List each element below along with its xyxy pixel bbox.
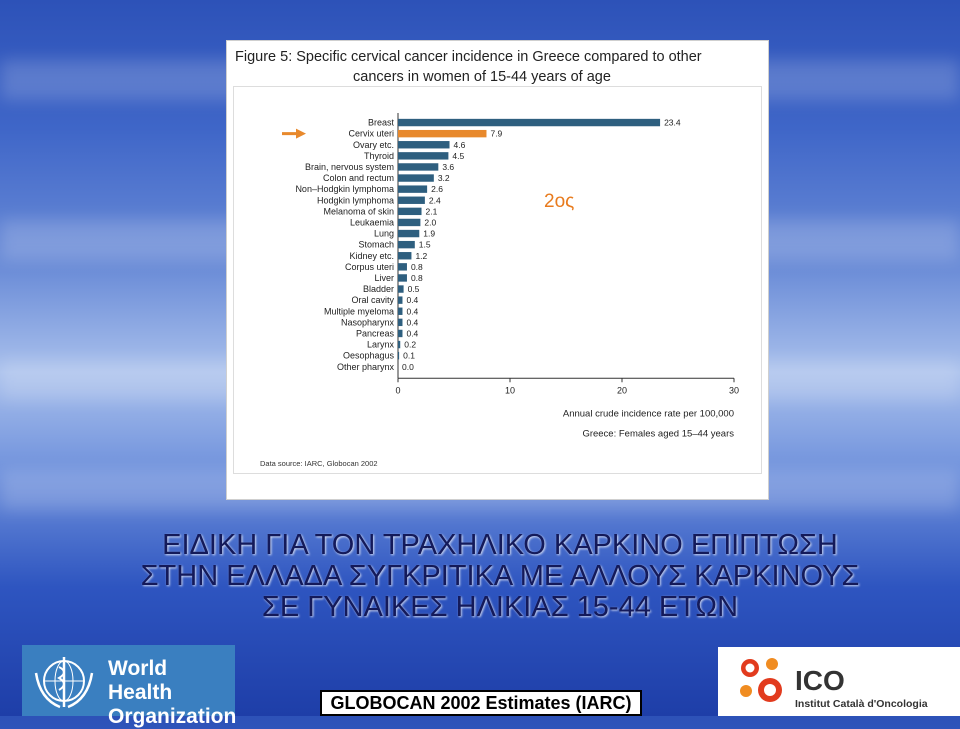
data-label-nasopharynx: 0.4 [406,317,418,327]
category-label-bladder: Bladder [363,284,394,294]
data-label-cervix-uteri: 7.9 [490,129,502,139]
data-label-oesophagus: 0.1 [403,351,415,361]
bar-multiple-myeloma [398,307,403,315]
data-label-stomach: 1.5 [419,240,431,250]
bar-lung [398,229,420,238]
category-label-colon-and-rectum: Colon and rectum [323,173,394,183]
data-label-larynx: 0.2 [404,340,416,350]
data-label-pancreas: 0.4 [406,328,418,338]
figure-title-line2: cancers in women of 15-44 years of age [353,69,611,85]
x-tick-label-0: 0 [395,385,400,395]
bar-ovary-etc [398,141,450,149]
category-label-stomach: Stomach [358,240,394,250]
ico-mark-icon [740,658,782,702]
ico-logo: ICO Institut Català d'Oncologia [718,647,960,716]
category-label-brain-nervous-system: Brain, nervous system [305,162,394,172]
data-label-ovary-etc: 4.6 [454,140,466,150]
category-label-melanoma-of-skin: Melanoma of skin [323,206,394,216]
chart-frame: Breast 23.4 Cervix uteri 7.9 Ovary etc. 4.6 Th… [233,86,762,474]
category-label-hodgkin-lymphoma: Hodgkin lymphoma [317,195,394,205]
globocan-label: GLOBOCAN 2002 Estimates (IARC) [320,690,642,716]
bar-melanoma-of-skin [398,207,422,216]
slide-title-line1: ΕΙΔΙΚΗ ΓΙΑ ΤΟΝ ΤΡΑΧΗΛΙΚΟ ΚΑΡΚΙΝΟ ΕΠΙΠΤΩΣ… [162,529,838,561]
category-label-corpus-uteri: Corpus uteri [345,262,394,272]
data-label-brain-nervous-system: 3.6 [442,162,454,172]
who-name: World Health Organization [108,657,236,729]
bar-breast [398,118,661,127]
data-label-hodgkin-lymphoma: 2.4 [429,195,441,205]
data-label-leukaemia: 2.0 [424,217,436,227]
data-label-kidney-etc: 1.2 [415,251,427,261]
who-name-line1: World Health [108,657,173,704]
data-label-thyroid: 4.5 [452,151,464,161]
category-label-multiple-myeloma: Multiple myeloma [324,306,394,316]
figure-panel: Figure 5: Specific cervical cancer incid… [226,40,769,500]
data-label-breast: 23.4 [664,118,681,128]
data-source: Data source: IARC, Globocan 2002 [260,459,378,468]
bar-chart: Breast 23.4 Cervix uteri 7.9 Ovary etc. 4.6 Th… [282,113,739,439]
data-label-melanoma-of-skin: 2.1 [426,206,438,216]
x-tick-label-20: 20 [617,385,627,395]
category-label-oesophagus: Oesophagus [343,351,395,361]
category-label-nasopharynx: Nasopharynx [341,317,395,327]
x-tick-label-30: 30 [729,385,739,395]
bar-oral-cavity [398,296,403,304]
who-logo: World Health Organization [22,645,236,728]
category-label-lung: Lung [374,229,394,239]
slide-title-line3: ΣΕ ΓΥΝΑΙΚΕΣ ΗΛΙΚΙΑΣ 15-44 ΕΤΩΝ [261,591,739,623]
data-label-oral-cavity: 0.4 [406,295,418,305]
category-label-pancreas: Pancreas [356,328,395,338]
bar-kidney-etc [398,252,412,260]
bar-stomach [398,240,415,249]
x-axis-title: Annual crude incidence rate per 100,000 [563,408,734,419]
ico-name: ICO [795,665,845,696]
bar-brain-nervous-system [398,163,439,171]
bar-oesophagus [398,351,400,360]
bar-nasopharynx [398,318,403,327]
slide-title-line2: ΣΤΗΝ ΕΛΛΑΔΑ ΣΥΓΚΡΙΤΙΚΑ ΜΕ ΑΛΛΟΥΣ ΚΑΡΚΙΝΟ… [140,560,860,592]
data-label-colon-and-rectum: 3.2 [438,173,450,183]
figure-title-line1: Figure 5: Specific cervical cancer incid… [235,49,702,65]
bar-hodgkin-lymphoma [398,196,425,204]
bar-cervix-uteri [398,129,487,138]
category-label-thyroid: Thyroid [364,151,394,161]
data-label-multiple-myeloma: 0.4 [406,306,418,316]
data-label-corpus-uteri: 0.8 [411,262,423,272]
rank-annotation: 2ος [544,191,575,212]
slide-title: ΕΙΔΙΚΗ ΓΙΑ ΤΟΝ ΤΡΑΧΗΛΙΚΟ ΚΑΡΚΙΝΟ ΕΠΙΠΤΩΣ… [90,530,910,623]
category-label-ovary-etc: Ovary etc. [353,140,394,150]
bar-thyroid [398,152,449,160]
category-label-oral-cavity: Oral cavity [351,295,394,305]
bar-colon-and-rectum [398,174,434,182]
category-label-other-pharynx: Other pharynx [337,362,395,372]
bar-bladder [398,285,404,293]
bar-liver [398,274,407,282]
ico-subtitle: Institut Català d'Oncologia [795,698,928,710]
x-tick-label-10: 10 [505,385,515,395]
who-name-line2: Organization [108,705,237,728]
highlight-arrow-icon [282,128,306,139]
bar-pancreas [398,329,403,338]
data-label-lung: 1.9 [423,229,435,239]
who-emblem-icon [34,657,94,709]
category-label-leukaemia: Leukaemia [350,217,394,227]
figure-title: Figure 5: Specific cervical cancer incid… [235,47,763,87]
bar-larynx [398,340,401,349]
data-label-liver: 0.8 [411,273,423,283]
bar-non-hodgkin-lymphoma [398,185,428,193]
x-axis-subtitle: Greece: Females aged 15–44 years [582,428,734,439]
bar-corpus-uteri [398,263,407,271]
bar-leukaemia [398,218,421,227]
category-label-non-hodgkin-lymphoma: Non–Hodgkin lymphoma [295,184,394,194]
category-label-kidney-etc: Kidney etc. [349,251,394,261]
category-label-liver: Liver [374,273,394,283]
category-label-breast: Breast [368,118,395,128]
data-label-bladder: 0.5 [408,284,420,294]
category-label-cervix-uteri: Cervix uteri [348,129,394,139]
category-label-larynx: Larynx [367,340,395,350]
data-label-non-hodgkin-lymphoma: 2.6 [431,184,443,194]
data-label-other-pharynx: 0.0 [402,362,414,372]
